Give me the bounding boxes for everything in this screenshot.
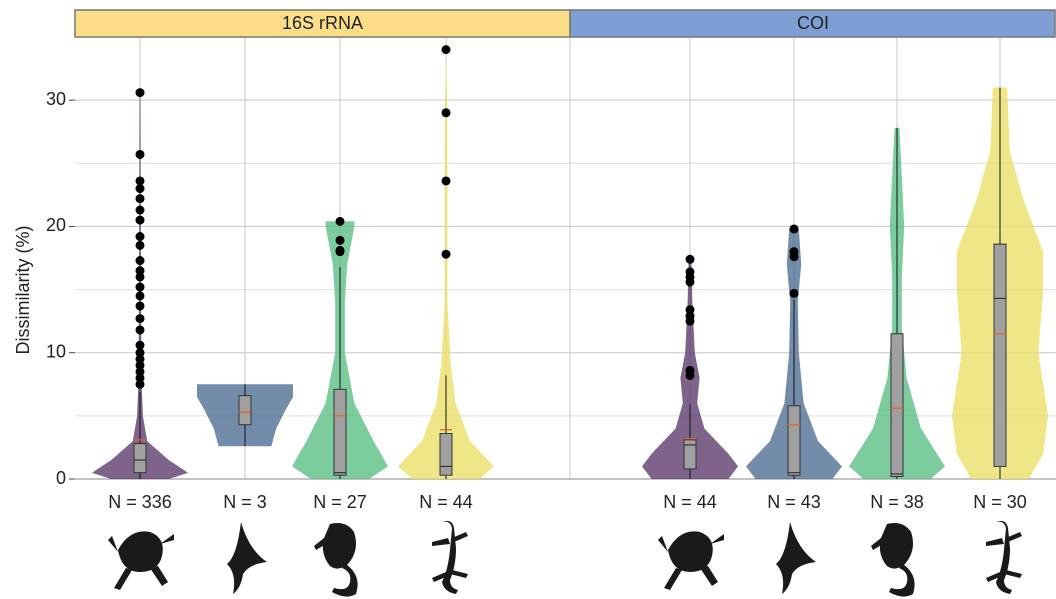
- outlier: [336, 217, 345, 226]
- icon-shape: [114, 568, 132, 590]
- icon-shape: [332, 564, 358, 597]
- outlier: [336, 247, 345, 256]
- outlier: [790, 224, 799, 233]
- icon-shape: [889, 564, 915, 597]
- group-label: N = 27: [313, 492, 367, 512]
- icon-shape: [442, 521, 458, 594]
- icon-shape: [1004, 570, 1022, 578]
- y-axis-label: Dissimilarity (%): [13, 226, 33, 355]
- outlier: [686, 371, 695, 380]
- box: [239, 396, 251, 425]
- icon-shape: [160, 534, 174, 544]
- outlier: [136, 291, 145, 300]
- outlier: [136, 88, 145, 97]
- taxon-icon: [871, 523, 915, 597]
- icon-shape: [150, 566, 168, 586]
- outlier: [136, 301, 145, 310]
- icon-shape: [880, 523, 913, 569]
- outlier: [442, 45, 451, 54]
- icon-shape: [710, 534, 724, 544]
- facet-label: 16S rRNA: [282, 13, 363, 33]
- icon-shape: [664, 568, 682, 590]
- group-label: N = 336: [108, 492, 172, 512]
- outlier: [686, 255, 695, 264]
- taxon-icon: [108, 531, 174, 590]
- outlier: [686, 317, 695, 326]
- outlier: [442, 108, 451, 117]
- outlier: [136, 184, 145, 193]
- box: [891, 334, 903, 477]
- y-tick-label: 20: [46, 215, 66, 235]
- taxon-icon: [227, 522, 267, 594]
- taxon-icon: [986, 521, 1022, 594]
- box: [788, 406, 800, 475]
- y-tick-label: 0: [56, 468, 66, 488]
- icon-shape: [450, 570, 468, 578]
- outlier: [136, 194, 145, 203]
- outlier: [136, 283, 145, 292]
- icon-shape: [776, 522, 816, 594]
- facet-label: COI: [797, 13, 829, 33]
- y-tick-label: 30: [46, 89, 66, 109]
- outlier: [136, 256, 145, 265]
- page: Dissimilarity (%) 0 10 20 30 16S rRNA N = 336…: [0, 0, 1056, 599]
- group-label: N = 30: [973, 492, 1027, 512]
- outlier: [790, 252, 799, 261]
- box: [684, 440, 696, 469]
- outlier: [790, 289, 799, 298]
- icon-shape: [108, 536, 118, 552]
- icon-shape: [323, 523, 356, 569]
- group-label: N = 44: [419, 492, 473, 512]
- outlier: [686, 277, 695, 286]
- box: [994, 244, 1006, 466]
- outlier: [442, 250, 451, 259]
- icon-shape: [118, 531, 163, 572]
- taxon-icon: [658, 531, 724, 590]
- icon-shape: [668, 531, 713, 572]
- group-label: N = 3: [223, 492, 267, 512]
- outlier: [136, 380, 145, 389]
- outlier: [136, 150, 145, 159]
- taxon-icon: [432, 521, 468, 594]
- group-label: N = 38: [870, 492, 924, 512]
- outlier: [136, 232, 145, 241]
- group-label: N = 43: [767, 492, 821, 512]
- box: [134, 444, 146, 473]
- outlier: [136, 325, 145, 334]
- outlier: [136, 216, 145, 225]
- icon-shape: [658, 536, 668, 552]
- box: [334, 389, 346, 475]
- icon-shape: [700, 566, 718, 586]
- outlier: [442, 176, 451, 185]
- icon-shape: [227, 522, 267, 594]
- outlier: [136, 241, 145, 250]
- taxon-icon: [776, 522, 816, 594]
- outlier: [336, 236, 345, 245]
- outlier: [136, 272, 145, 281]
- chart: Dissimilarity (%) 0 10 20 30 16S rRNA N = 336…: [0, 0, 1056, 599]
- y-tick-label: 10: [46, 341, 66, 361]
- icon-shape: [986, 538, 1004, 546]
- icon-shape: [996, 521, 1012, 594]
- taxon-icon: [314, 523, 358, 597]
- icon-shape: [432, 538, 450, 546]
- outlier: [136, 206, 145, 215]
- box: [440, 434, 452, 476]
- group-label: N = 44: [663, 492, 717, 512]
- outlier: [136, 314, 145, 323]
